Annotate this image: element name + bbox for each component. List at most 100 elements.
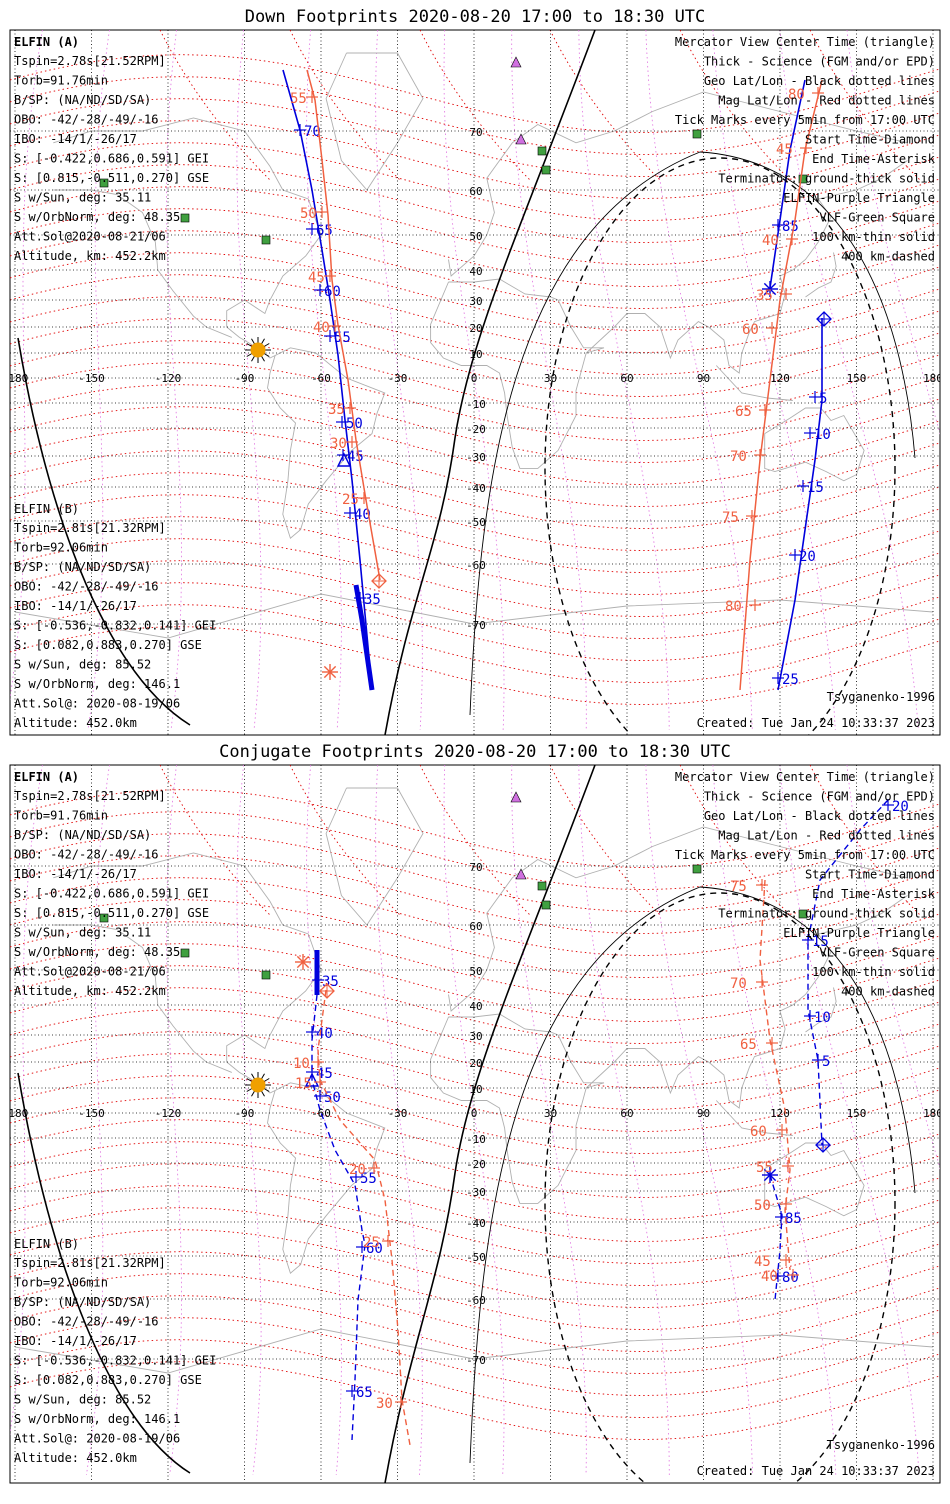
legend-item: Thick - Science (FGM and/or EPD) <box>704 55 935 69</box>
elfin-b-east-tick-label: 45 <box>776 142 793 158</box>
lon-tick: 180 <box>923 1107 943 1120</box>
lon-tick: 30 <box>544 372 557 385</box>
elfin-b-west-dashed <box>317 989 411 1446</box>
lat-tick: -10 <box>466 1133 486 1146</box>
elfin-a-line: S w/Sun, deg: 35.11 <box>14 191 151 205</box>
legend-item: Start Time-Diamond <box>805 133 935 147</box>
lon-tick: 0 <box>471 372 478 385</box>
elfin-a-track-east: 20 15 10 5 85 80 <box>762 799 909 1301</box>
elfin-b-east-tick-label: 80 <box>788 87 805 103</box>
elfin-b-east-tick-label: 75 <box>730 879 747 895</box>
legend-item: Mercator View Center Time (triangle) <box>675 770 935 784</box>
elfin-a-tick-label: 35 <box>322 974 339 990</box>
lat-tick: -40 <box>466 1217 486 1230</box>
elfin-b-east-tick-label: 65 <box>740 1037 757 1053</box>
elfin-a-east-tick-label: 5 <box>822 1054 830 1070</box>
elfin-a-tick-label: 40 <box>316 1026 333 1042</box>
lat-tick: -60 <box>466 1294 486 1307</box>
elfin-b-line: Tspin=2.81s[21.32RPM] <box>14 521 166 535</box>
mag-meridians-red <box>159 30 921 181</box>
map-frame <box>9 764 941 1484</box>
elfin-a-line: Att.Sol@2020-08-21/06 <box>14 230 166 244</box>
elfin-b-tick-label: 30 <box>376 1396 393 1412</box>
elfin-b-east-tick-label: 50 <box>754 1198 771 1214</box>
vlf-square <box>798 174 808 184</box>
lon-tick: -90 <box>235 1107 255 1120</box>
elfin-a-tick-label: 60 <box>324 284 341 300</box>
lon-tick: 30 <box>544 1107 557 1120</box>
lat-tick: -30 <box>466 451 486 464</box>
lat-tick: -70 <box>466 619 486 632</box>
coastline-5 <box>448 91 908 277</box>
legend-item: Geo Lat/Lon - Black dotted lines <box>704 809 935 823</box>
lon-tick: -60 <box>311 1107 331 1120</box>
vlf-square <box>541 900 551 910</box>
elfin-b-line: S w/Sun, deg: 85.52 <box>14 1393 151 1407</box>
ground-terminator-west <box>17 1072 191 1474</box>
elfin-b-line: S: [-0.536,-0.832,0.141] GEI <box>14 619 216 633</box>
elfin-b-tick-label: 45 <box>308 270 325 286</box>
elfin-b-east-tick-label: 35 <box>756 288 773 304</box>
elfin-b-line: OBO: -42/-28/-49/-16 <box>14 580 159 594</box>
ground-terminator <box>384 30 596 735</box>
elfin-b-east-tick-label: 40 <box>761 1269 778 1285</box>
model-name: Tsyganenko-1996 <box>827 1438 935 1452</box>
coastline-10 <box>805 987 837 1033</box>
legend-item: Mag Lat/Lon - Red dotted lines <box>718 94 935 108</box>
elfin-b-line: Torb=92.06min <box>14 541 108 555</box>
elfin-a-tick-label: 35 <box>364 592 381 608</box>
elfin-a-line: Altitude, km: 452.2km <box>14 249 166 263</box>
elfin-a-line: B/SP: (NA/ND/SD/SA) <box>14 93 151 107</box>
elfin-b-line: S w/Sun, deg: 85.52 <box>14 658 151 672</box>
legend-item: Thick - Science (FGM and/or EPD) <box>704 790 935 804</box>
created-timestamp: Created: Tue Jan 24 10:33:37 2023 <box>697 716 935 730</box>
terminator-100km <box>469 886 916 1464</box>
elfin-a-info: ELFIN (A) Tspin=2.78s[21.52RPM] Torb=91.76… <box>14 35 209 263</box>
elfin-a-east-tick-label: 5 <box>819 391 827 407</box>
mag-latlon-grid <box>10 54 940 705</box>
legend-item: ELFIN-Purple Triangle <box>783 191 935 205</box>
elfin-b-line: OBO: -42/-28/-49/-16 <box>14 1315 159 1329</box>
end-asterisk <box>322 664 338 680</box>
lon-tick: -30 <box>388 1107 408 1120</box>
elfin-b-east-tick-label: 70 <box>730 976 747 992</box>
elfin-b-tick-label: 20 <box>349 1162 366 1178</box>
legend-item: ELFIN-Purple Triangle <box>783 926 935 940</box>
elfin-a-east-tick-label: 10 <box>814 427 831 443</box>
legend-item: 100 km-thin solid <box>812 230 935 244</box>
elfin-a-line: IBO: -14/1/-26/17 <box>14 867 137 881</box>
coastlines <box>14 52 934 639</box>
elfin-triangle <box>515 868 527 880</box>
elfin-a-east-tick-label: 20 <box>799 549 816 565</box>
coastline-0 <box>53 117 322 359</box>
elfin-a-east-tick-label: 10 <box>814 1010 831 1026</box>
elfin-b-name: ELFIN (B) <box>14 1237 79 1251</box>
panel-title: Down Footprints 2020-08-20 17:00 to 18:3… <box>245 7 706 27</box>
legend-item: 400 km-dashed <box>841 250 935 264</box>
vlf-square <box>692 129 702 139</box>
terminator-400km <box>544 157 896 735</box>
elfin-b-east-line <box>739 79 823 691</box>
elfin-a-line: S: [0.815,-0.511,0.270] GSE <box>14 906 209 920</box>
elfin-b-line: Tspin=2.81s[21.32RPM] <box>14 1256 166 1270</box>
legend-item: Tick Marks every 5min from 17:00 UTC <box>675 848 935 862</box>
elfin-b-track-west: 10 15 20 25 30 <box>293 954 411 1446</box>
elfin-a-name: ELFIN (A) <box>14 770 79 784</box>
legend: Mercator View Center Time (triangle) Thic… <box>675 770 936 999</box>
coastline-8 <box>14 593 934 639</box>
mag-meridians-red <box>159 765 921 916</box>
vlf-square <box>261 235 271 245</box>
lon-tick: 120 <box>770 1107 790 1120</box>
lon-tick: 150 <box>847 1107 867 1120</box>
vlf-stations <box>99 129 808 245</box>
elfin-b-info: ELFIN (B) Tspin=2.81s[21.32RPM] Torb=92.06… <box>14 502 216 730</box>
elfin-b-name: ELFIN (B) <box>14 502 79 516</box>
lon-tick: 90 <box>697 372 710 385</box>
vlf-square <box>261 970 271 980</box>
lon-tick: -60 <box>311 372 331 385</box>
elfin-b-track-west: 55 50 45 40 35 30 25 <box>290 69 387 680</box>
center-triangle <box>304 1072 320 1087</box>
elfin-b-line: S: [-0.536,-0.832,0.141] GEI <box>14 1354 216 1368</box>
coastline-7 <box>764 407 865 482</box>
